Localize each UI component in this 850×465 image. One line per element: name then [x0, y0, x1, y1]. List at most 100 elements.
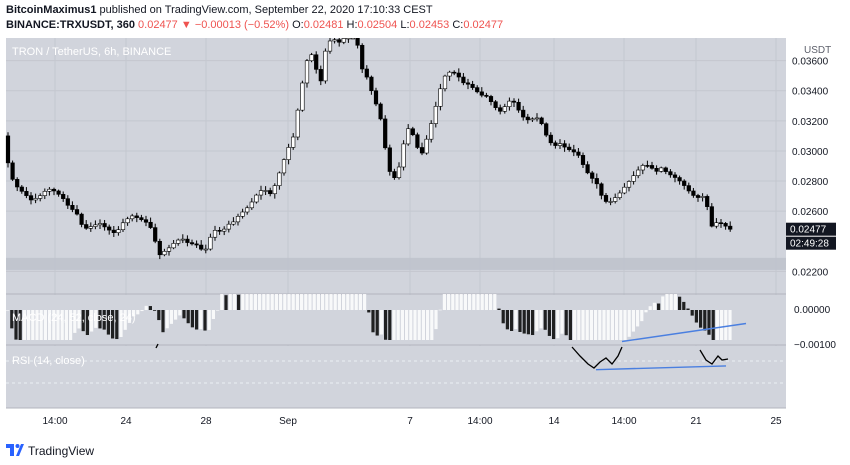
- macd-bar: [632, 310, 635, 332]
- macd-bar: [233, 294, 236, 310]
- macd-bar: [157, 310, 160, 320]
- candle-body: [669, 172, 673, 175]
- macd-bar: [670, 294, 673, 310]
- macd-bar: [556, 310, 559, 338]
- macd-bar: [661, 296, 664, 310]
- tradingview-logo-icon[interactable]: [6, 442, 24, 458]
- macd-bar: [380, 310, 383, 335]
- candle-body: [250, 202, 254, 208]
- macd-bar: [636, 310, 639, 326]
- candle-body: [66, 199, 70, 206]
- candle-body: [38, 196, 42, 199]
- candle-body: [360, 45, 364, 69]
- candle-body: [61, 194, 65, 198]
- candle-body: [48, 189, 52, 191]
- candle-body: [678, 178, 682, 181]
- close-label: C:: [452, 19, 463, 31]
- time-tick-label: 14:00: [467, 416, 492, 427]
- chart-watermark: TRON / TetherUS, 6h, BINANCE: [12, 46, 171, 58]
- candle-body: [144, 220, 148, 223]
- macd-bar: [300, 294, 303, 310]
- candle-body: [356, 38, 360, 45]
- macd-bar: [304, 294, 307, 310]
- macd-bar: [245, 294, 248, 310]
- candle-body: [581, 155, 585, 164]
- candle-body: [112, 230, 116, 233]
- candle-body: [724, 223, 728, 226]
- macd-bar: [140, 310, 143, 311]
- candle-body: [84, 225, 88, 229]
- candle-body: [232, 222, 236, 224]
- candle-body: [572, 150, 576, 152]
- macd-bar: [653, 303, 656, 310]
- candle-body: [452, 72, 456, 73]
- macd-bar: [208, 310, 211, 330]
- time-tick-label: 14:00: [42, 416, 67, 427]
- macd-bar: [514, 310, 517, 329]
- macd-bar: [602, 310, 605, 340]
- macd-bar: [468, 294, 471, 310]
- macd-bar: [716, 310, 719, 340]
- candle-body: [462, 77, 466, 83]
- candle-body: [34, 198, 38, 200]
- macd-bar: [405, 310, 408, 340]
- macd-bar: [367, 310, 370, 312]
- macd-bar: [674, 294, 677, 310]
- candle-body: [301, 83, 305, 110]
- candle-body: [554, 143, 558, 146]
- candle-body: [126, 219, 130, 223]
- candle-body: [241, 212, 245, 216]
- countdown-text: 02:49:28: [790, 239, 829, 250]
- candle-body: [57, 191, 61, 194]
- time-tick-label: 14: [548, 416, 560, 427]
- macd-bar: [254, 294, 257, 310]
- macd-bar: [598, 310, 601, 340]
- candle-body: [11, 163, 15, 179]
- macd-label: MACD (24, 52, close, 24): [12, 312, 136, 324]
- macd-bar: [699, 310, 702, 328]
- author-name[interactable]: BitcoinMaximus1: [6, 4, 96, 16]
- candle-body: [89, 227, 93, 229]
- macd-bar: [237, 295, 240, 310]
- macd-bar: [266, 294, 269, 310]
- macd-bar: [224, 295, 227, 310]
- macd-bar: [418, 310, 421, 340]
- tradingview-brand[interactable]: TradingView: [28, 444, 94, 458]
- candle-body: [310, 55, 314, 61]
- candle-body: [710, 207, 714, 227]
- macd-tick-neg: −0.00100: [794, 340, 836, 351]
- macd-tick-zero: 0.00000: [794, 305, 831, 316]
- macd-bar: [329, 294, 332, 310]
- candle-body: [393, 172, 397, 178]
- candle-body: [420, 147, 424, 153]
- candle-body: [531, 119, 535, 120]
- price-chart[interactable]: TRON / TetherUS, 6h, BINANCE 0.036000.03…: [0, 38, 850, 438]
- candle-body: [98, 223, 102, 224]
- macd-bar: [136, 310, 139, 314]
- candle-body: [222, 229, 226, 231]
- macd-bar: [707, 310, 710, 335]
- candle-body: [443, 76, 447, 89]
- candle-body: [540, 118, 544, 124]
- candle-body: [595, 178, 599, 183]
- macd-bar: [649, 306, 652, 310]
- candle-body: [613, 198, 617, 202]
- macd-bar: [283, 294, 286, 310]
- candle-body: [489, 96, 493, 101]
- rsi-pane: [6, 346, 786, 408]
- candle-body: [388, 148, 392, 172]
- macd-bar: [455, 294, 458, 310]
- candle-body: [402, 144, 406, 167]
- candle-body: [650, 165, 654, 168]
- time-tick-label: 7: [407, 416, 413, 427]
- macd-bar: [346, 294, 349, 310]
- candle-body: [153, 228, 157, 242]
- candle-body: [475, 88, 479, 92]
- candle-body: [20, 187, 24, 191]
- candle-body: [457, 73, 461, 77]
- price-tick-label: 0.02800: [792, 177, 829, 188]
- last-price: 0.02477: [138, 19, 178, 31]
- candle-body: [213, 230, 217, 237]
- macd-bar: [350, 294, 353, 310]
- footer: TradingView: [0, 438, 850, 465]
